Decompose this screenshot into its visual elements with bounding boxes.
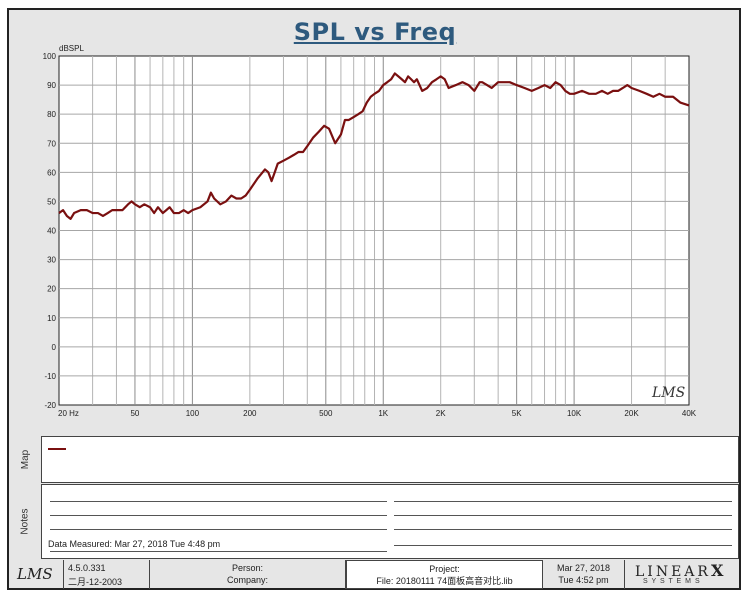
- x-tick-label: 5K: [512, 409, 522, 418]
- footer-version-cell: 4.5.0.331 二月-12-2003: [64, 560, 150, 589]
- y-tick-label: -10: [44, 372, 56, 381]
- spl-chart: -20 -10 0 10 20 30 40 50 60 70 80 90 100 20 Hz 50 100 2…: [43, 44, 697, 418]
- note-line: [394, 529, 732, 530]
- x-tick-label: 20 Hz: [58, 409, 79, 418]
- x-tick-label: 10K: [567, 409, 582, 418]
- footer-time: Tue 4:52 pm: [558, 575, 609, 585]
- footer-brand-cell: LINEARX S Y S T E M S: [625, 560, 739, 589]
- x-tick-label: 40K: [682, 409, 697, 418]
- y-tick-label: 60: [47, 168, 56, 177]
- y-tick-label: 50: [47, 197, 56, 206]
- lms-watermark: LMS: [651, 385, 685, 401]
- x-tick-label: 2K: [436, 409, 446, 418]
- notes-label: Notes: [20, 508, 31, 535]
- lms-logo: LMS: [17, 565, 53, 583]
- note-line: [50, 515, 387, 516]
- file-text: File: 20180111 74面板高音对比.lib: [376, 576, 513, 586]
- x-tick-label: 500: [319, 409, 333, 418]
- y-tick-label: 40: [47, 227, 56, 236]
- project-label: Project:: [429, 564, 460, 574]
- footer-project-cell: Project: File: 20180111 74面板高音对比.lib: [346, 560, 543, 589]
- y-tick-label: 90: [47, 81, 56, 90]
- x-tick-label: 20K: [624, 409, 639, 418]
- x-tick-label: 1K: [378, 409, 388, 418]
- y-tick-label: -20: [44, 401, 56, 410]
- person-label: Person:: [231, 563, 264, 573]
- y-tick-label: 30: [47, 256, 56, 265]
- y-axis-label: dBSPL: [59, 44, 84, 53]
- brand-logo: LINEARX: [635, 561, 726, 580]
- x-tick-label: 200: [243, 409, 257, 418]
- version-text: 4.5.0.331: [68, 563, 106, 573]
- y-tick-label: 100: [43, 52, 57, 61]
- brand-x: X: [710, 561, 727, 580]
- y-tick-label: 20: [47, 285, 56, 294]
- note-line: [50, 501, 387, 502]
- footer-person-cell: Person: Company:: [150, 560, 346, 589]
- footer-bar: LMS 4.5.0.331 二月-12-2003 Person: Company…: [9, 560, 739, 589]
- y-tick-label: 10: [47, 314, 56, 323]
- footer-date-cell: Mar 27, 2018 Tue 4:52 pm: [543, 560, 625, 589]
- map-panel: [41, 436, 739, 483]
- spl-curve: [58, 72, 690, 220]
- x-tick-label: 50: [130, 409, 139, 418]
- data-measured-text: Data Measured: Mar 27, 2018 Tue 4:48 pm: [48, 539, 221, 549]
- note-line: [394, 515, 732, 516]
- chart-title: SPL vs Freq: [293, 18, 457, 46]
- note-line: [394, 545, 732, 546]
- brand-main: LINEAR: [635, 564, 711, 580]
- notes-panel[interactable]: Data Measured: Mar 27, 2018 Tue 4:48 pm: [41, 484, 739, 559]
- y-tick-label: 0: [52, 343, 57, 352]
- version-date: 二月-12-2003: [68, 577, 123, 587]
- note-line: [50, 529, 387, 530]
- y-tick-label: 70: [47, 139, 56, 148]
- map-label: Map: [19, 449, 31, 470]
- note-line: [394, 501, 732, 502]
- brand-sub: S Y S T E M S: [643, 578, 701, 585]
- note-line: [50, 551, 387, 552]
- x-tick-label: 100: [186, 409, 200, 418]
- company-label: Company:: [226, 575, 269, 585]
- y-tick-label: 80: [47, 110, 56, 119]
- footer-logo-cell: LMS: [9, 560, 64, 589]
- footer-date: Mar 27, 2018: [556, 563, 611, 573]
- legend-swatch: [48, 448, 66, 450]
